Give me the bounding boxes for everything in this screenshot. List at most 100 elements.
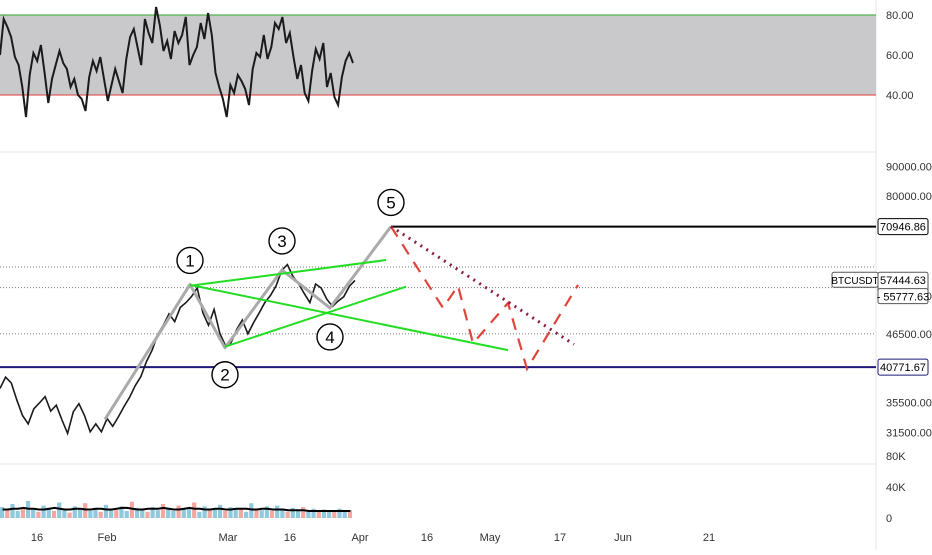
- volume-bar: [254, 508, 259, 518]
- volume-bar: [264, 506, 269, 518]
- volume-bar: [145, 511, 150, 518]
- volume-bar: [62, 508, 67, 518]
- volume-bar: [171, 511, 176, 518]
- time-tick-label: 21: [703, 532, 715, 544]
- price-tick-label: 31500.00: [886, 428, 932, 440]
- volume-bar: [166, 508, 171, 518]
- volume-bar: [280, 509, 285, 518]
- channel-line: [224, 285, 407, 348]
- rsi-tick-label: 80.00: [886, 10, 914, 22]
- volume-bar: [135, 507, 140, 518]
- volume-bar: [72, 506, 77, 518]
- level-tag-label: 70946.86: [880, 222, 926, 234]
- volume-bar: [83, 503, 88, 518]
- symbol-tag-label: BTCUSDT: [831, 276, 878, 287]
- volume-ma-line: [2, 506, 351, 512]
- projection-dotted-line: [390, 225, 575, 346]
- price-tick-label: 80000.00: [886, 191, 932, 203]
- time-tick-label: May: [480, 532, 501, 544]
- volume-bar: [103, 504, 108, 518]
- time-tick-label: 16: [421, 532, 433, 544]
- volume-panel: 80K 40K 0: [0, 451, 906, 525]
- level-tag-box: [877, 358, 929, 376]
- volume-bar: [93, 507, 98, 518]
- volume-bar: [31, 509, 36, 518]
- volume-bar: [285, 511, 290, 518]
- volume-tick-label: 80K: [886, 451, 906, 463]
- volume-bar: [129, 501, 134, 518]
- channel-line: [189, 283, 509, 352]
- time-tick-label: Apr: [351, 532, 368, 544]
- wave-label: 5: [386, 193, 395, 212]
- volume-bar: [109, 508, 114, 518]
- level-tag-label: 40771.67: [880, 362, 926, 374]
- rsi-panel: 80.00 60.00 40.00: [0, 6, 914, 118]
- volume-bar: [140, 509, 145, 518]
- rsi-line: [0, 6, 354, 118]
- price-tick-label: 46500.00: [886, 329, 932, 341]
- volume-bar: [98, 511, 103, 518]
- volume-bar: [207, 510, 212, 518]
- wave-label-circle: [176, 246, 204, 275]
- volume-bar: [186, 507, 192, 518]
- channel-line: [189, 259, 387, 287]
- volume-bar: [176, 505, 181, 518]
- volume-bar: [150, 507, 155, 518]
- volume-bar: [244, 511, 249, 518]
- volume-bar: [0, 507, 5, 518]
- wave-label: 3: [277, 232, 286, 251]
- volume-bar: [51, 511, 57, 518]
- rsi-band: [0, 15, 876, 95]
- volume-bar: [67, 512, 72, 518]
- volume-bar: [218, 504, 223, 518]
- time-tick-label: 16: [31, 532, 43, 544]
- volume-bar: [275, 505, 280, 518]
- volume-bar: [316, 511, 321, 518]
- volume-bar: [36, 511, 41, 518]
- volume-bar: [155, 510, 160, 518]
- wave-label-circle: [268, 227, 296, 255]
- wave-label-circle: [316, 323, 344, 351]
- wave-label: 1: [185, 251, 194, 270]
- volume-bar: [212, 508, 217, 518]
- volume-bar: [46, 507, 51, 518]
- volume-tick-label: 40K: [886, 482, 906, 494]
- wave-label: 2: [220, 366, 229, 385]
- volume-bar: [295, 510, 301, 518]
- projection-dashed-path: [390, 225, 579, 372]
- volume-bar: [57, 502, 62, 518]
- volume-bar: [88, 511, 93, 518]
- volume-bar: [233, 509, 238, 518]
- volume-bar: [20, 508, 25, 518]
- volume-tick-label: 0: [886, 513, 892, 525]
- volume-bar: [197, 511, 202, 518]
- volume-bar: [306, 511, 311, 518]
- volume-bar: [124, 511, 129, 518]
- time-tick-label: 17: [554, 532, 566, 544]
- volume-bar: [181, 509, 186, 518]
- volume-bar: [202, 506, 207, 518]
- volume-bar: [119, 506, 124, 518]
- rsi-tick-label: 40.00: [886, 90, 914, 102]
- extra-price-tag-label: - 55777.63: [877, 292, 930, 304]
- wave-label: 4: [325, 328, 334, 347]
- price-tick-label: 90000.00: [886, 161, 932, 173]
- volume-bar: [259, 510, 264, 518]
- volume-bar: [160, 504, 166, 518]
- volume-bar: [41, 505, 46, 518]
- extra-price-tag-box: [877, 288, 929, 305]
- volume-bar: [5, 510, 10, 518]
- current-price-label: 57444.63: [880, 275, 926, 287]
- wave-label-circle: [377, 188, 405, 217]
- elliott-wave-path: [103, 225, 393, 421]
- volume-bar: [15, 511, 20, 518]
- volume-bar: [301, 507, 306, 518]
- volume-bar: [311, 508, 316, 518]
- volume-bar: [337, 508, 342, 518]
- volume-bar: [342, 511, 347, 518]
- rsi-tick-label: 60.00: [886, 50, 914, 62]
- time-tick-label: Mar: [219, 532, 238, 544]
